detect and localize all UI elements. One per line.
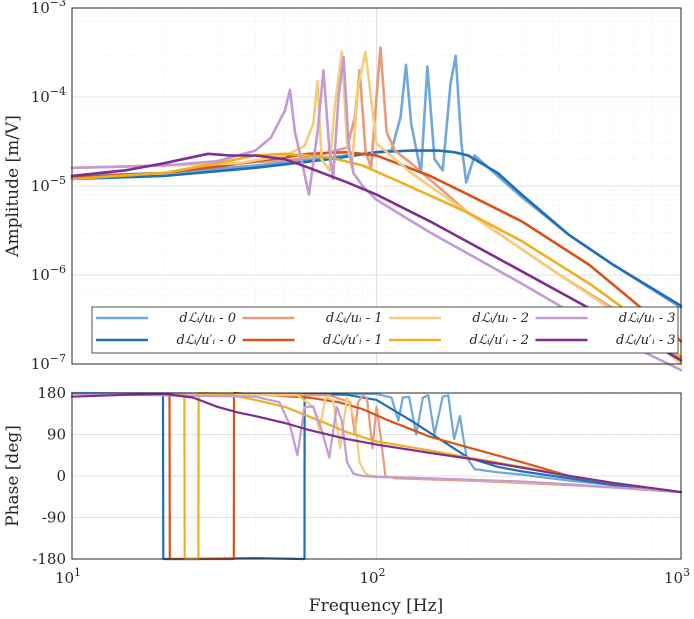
amplitude-axes-frame [71,7,682,365]
amplitude-panel: 10−710−610−510−410−3 Amplitude [m/V] dℒᵢ… [3,0,683,373]
legend-box [91,306,679,354]
phase-y-label: Phase [deg] [3,425,23,527]
phase-axes-frame [71,392,682,560]
amplitude-series-line-1 [70,149,683,308]
phase-y-tick-label: 0 [56,467,66,485]
amplitude-series-line-5 [70,152,683,359]
legend-label: dℒᵢ/uᵢ - 1 [326,311,383,326]
amplitude-series-line-7 [70,152,683,362]
amplitude-series-line-6 [70,55,683,372]
legend-label: dℒᵢ/uᵢ - 0 [179,311,236,326]
legend-entry: dℒᵢ/uᵢ - 1 [242,311,383,326]
legend-label: dℒᵢ/u′ᵢ - 0 [176,333,236,348]
x-axis-label: Frequency [Hz] [309,596,443,616]
amplitude-y-label: Amplitude [m/V] [3,115,23,258]
phase-y-tick-label: -90 [42,509,66,527]
legend-entry: dℒᵢ/u′ᵢ - 3 [535,333,676,348]
legend-entry: dℒᵢ/u′ᵢ - 0 [96,333,236,348]
phase-y-tick-label: 90 [47,426,66,444]
phase-series-line-7 [70,392,683,494]
legend-entry: dℒᵢ/u′ᵢ - 1 [242,333,383,348]
phase-y-tick-label: 180 [37,384,66,402]
amplitude-series-line-4 [70,50,683,366]
legend-label: dℒᵢ/u′ᵢ - 2 [469,333,529,348]
legend-entry: dℒᵢ/uᵢ - 3 [535,311,676,326]
amplitude-series [70,46,683,372]
legend-entry: dℒᵢ/u′ᵢ - 2 [389,333,529,348]
phase-series-line-0 [70,391,683,494]
legend-label: dℒᵢ/uᵢ - 3 [619,311,676,326]
legend-entry: dℒᵢ/uᵢ - 2 [389,311,529,326]
amplitude-series-line-3 [70,150,683,343]
legend-label: dℒᵢ/uᵢ - 2 [472,311,529,326]
legend-label: dℒᵢ/u′ᵢ - 3 [616,333,676,348]
legend-label: dℒᵢ/u′ᵢ - 1 [323,333,383,348]
legend: dℒᵢ/uᵢ - 0 dℒᵢ/u′ᵢ - 0 dℒᵢ/uᵢ - 1 dℒᵢ/u′ᵢ -… [91,306,679,354]
phase-series-line-6 [70,392,683,494]
phase-y-tick-label: -180 [32,550,66,568]
amplitude-y-ticks: 10−710−610−510−410−3 [31,0,66,373]
legend-entry: dℒᵢ/uᵢ - 0 [96,311,236,326]
